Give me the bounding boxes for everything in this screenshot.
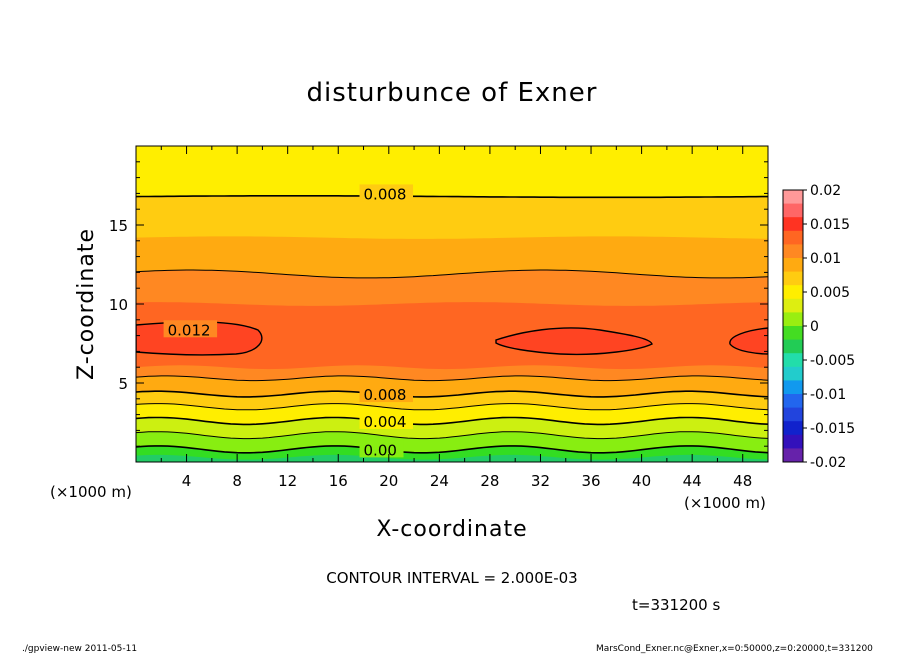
colorbar-swatch — [783, 394, 803, 409]
contour-label-bg — [163, 320, 218, 338]
colorbar-swatch — [783, 407, 803, 422]
contour-interval-text: CONTOUR INTERVAL = 2.000E-03 — [326, 569, 577, 587]
colorbar-swatch — [783, 285, 803, 300]
y-tick-label: 5 — [118, 375, 128, 393]
contour-0.004 — [136, 416, 768, 426]
colorbar-tick-label: 0.005 — [810, 285, 850, 301]
x-tick-label: 44 — [683, 472, 702, 490]
contour-0.000 — [136, 445, 768, 454]
y-axis-label: Z-coordinate — [74, 228, 99, 380]
contour-lines — [136, 195, 768, 454]
contour-fill — [136, 146, 768, 462]
colorbar-swatch — [783, 298, 803, 313]
x-axis-unit-right: (×1000 m) — [684, 494, 766, 512]
colorbar-swatch — [783, 353, 803, 368]
colorbar-swatch — [783, 339, 803, 354]
x-tick-label: 12 — [278, 472, 297, 490]
x-tick-label: 16 — [329, 472, 348, 490]
colorbar-swatch — [783, 244, 803, 259]
contour-label: 0.004 — [364, 413, 407, 431]
colorbar-swatch — [783, 326, 803, 341]
colorbar-swatch — [783, 380, 803, 395]
colorbar-swatch — [783, 366, 803, 381]
contour-0.010-upper — [136, 269, 768, 279]
contour-0.010-lower — [136, 375, 768, 382]
blob-center-line — [495, 327, 653, 356]
colorbar-swatch — [783, 203, 803, 218]
colorbar-tick-label: -0.005 — [810, 353, 855, 369]
colorbar-tick-label: 0.01 — [810, 251, 841, 267]
x-axis: 4 8 12 16 20 24 28 32 36 40 44 48 — [160, 146, 752, 490]
x-axis-label: X-coordinate — [376, 517, 527, 542]
colorbar-swatch — [783, 448, 803, 463]
colorbar-swatch — [783, 190, 803, 205]
x-tick-label: 24 — [430, 472, 449, 490]
x-tick-label: 32 — [531, 472, 550, 490]
y-tick-label: 10 — [109, 296, 128, 314]
x-tick-label: 36 — [581, 472, 600, 490]
contour-label: 0.00 — [364, 441, 397, 459]
colorbar-swatch — [783, 421, 803, 436]
colorbar-swatch — [783, 312, 803, 327]
blob-right-line — [729, 327, 768, 355]
contour-label-bg — [359, 184, 414, 202]
contour-label: 0.012 — [168, 321, 211, 339]
colorbar-tick-label: -0.015 — [810, 421, 855, 437]
y-axis: 5 10 15 — [109, 161, 768, 447]
contour-labels: 0.008 0.012 0.008 0.004 0.00 — [163, 184, 414, 459]
contour-0.006 — [136, 403, 768, 411]
x-tick-label: 8 — [232, 472, 242, 490]
colorbar-swatch — [783, 258, 803, 273]
colorbar-tick-label: -0.02 — [810, 455, 846, 471]
band-negative — [136, 454, 768, 462]
x-tick-label: 20 — [379, 472, 398, 490]
contour-label-bg — [359, 440, 404, 458]
x-axis-unit-left: (×1000 m) — [50, 483, 132, 501]
colorbar-swatch — [783, 217, 803, 232]
x-tick-label: 28 — [480, 472, 499, 490]
x-tick-label: 48 — [733, 472, 752, 490]
contour-label: 0.008 — [364, 185, 407, 203]
contour-label-bg — [359, 411, 414, 429]
footer-right: MarsCond_Exner.nc@Exner,x=0:50000,z=0:20… — [596, 644, 873, 654]
colorbar-tick-label: 0 — [810, 319, 819, 335]
colorbar: 0.02 0.015 0.01 0.005 0 -0.005 -0.01 -0.015 -0.0… — [782, 183, 855, 471]
colorbar-tick-label: -0.01 — [810, 387, 846, 403]
contour-0.002 — [136, 431, 768, 440]
contour-0.008-upper — [136, 195, 768, 199]
colorbar-tick-label: 0.015 — [810, 217, 850, 233]
chart-title: disturbunce of Exner — [307, 78, 598, 108]
x-tick-label: 4 — [182, 472, 192, 490]
contour-label: 0.008 — [364, 386, 407, 404]
contour-0.008-lower — [136, 390, 768, 398]
colorbar-swatch — [783, 271, 803, 286]
time-text: t=331200 s — [632, 596, 720, 614]
colorbar-swatch — [783, 230, 803, 245]
footer-left: ./gpview-new 2011-05-11 — [22, 644, 137, 654]
blob-center-fill — [496, 327, 652, 355]
colorbar-swatch — [783, 434, 803, 449]
contour-label-bg — [359, 385, 414, 403]
y-tick-label: 15 — [109, 217, 128, 235]
x-tick-label: 40 — [632, 472, 651, 490]
colorbar-tick-label: 0.02 — [810, 183, 841, 199]
